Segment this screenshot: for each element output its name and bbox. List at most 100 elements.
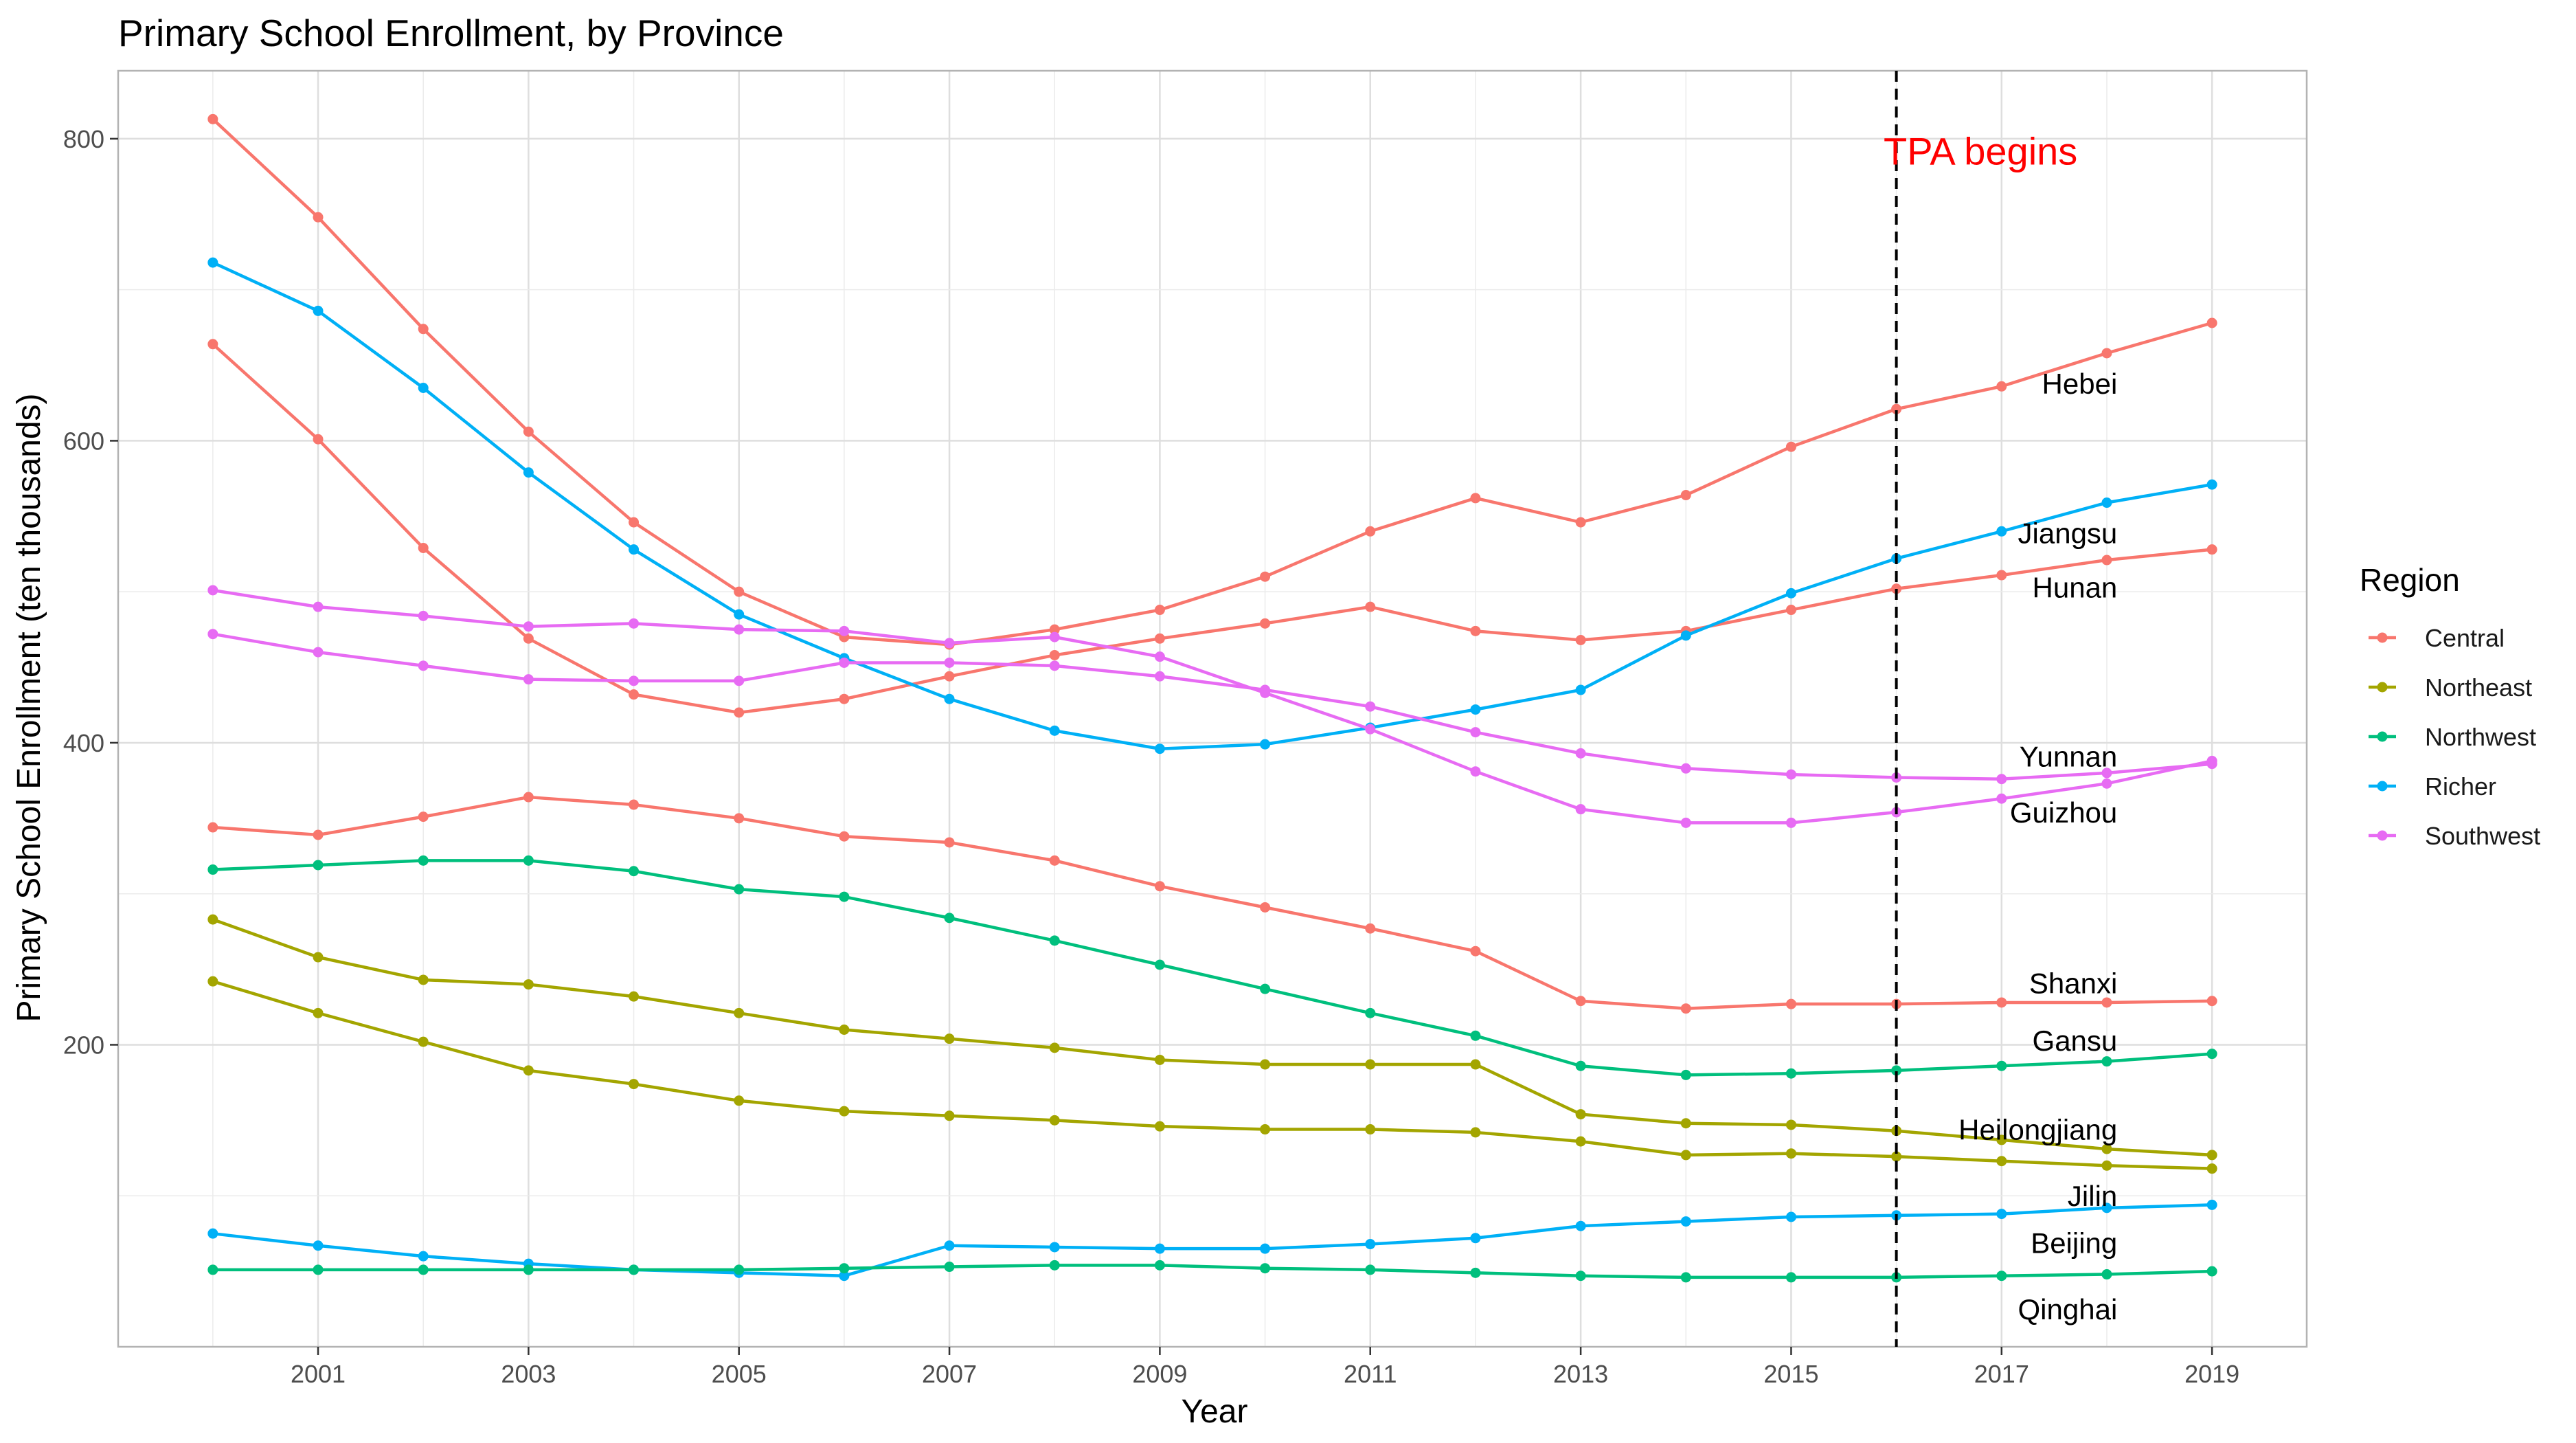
data-point [207,629,218,640]
y-tick-label: 800 [63,125,104,153]
legend-key-point [2377,731,2388,742]
data-point [2101,348,2112,359]
data-point [1785,998,1796,1009]
data-point [1049,624,1060,635]
data-point [629,1079,640,1090]
data-point [207,1264,218,1275]
data-point [1785,769,1796,780]
series-line [212,980,2213,1170]
x-tick-label: 2007 [922,1360,977,1388]
data-point [1575,1271,1586,1282]
data-point [2206,544,2217,555]
data-point [1891,583,1902,594]
data-point [1575,635,1586,646]
series-hunan [207,113,2217,650]
series-jiangsu [207,257,2217,754]
data-point [1996,1271,2007,1282]
data-point [1785,1272,1796,1283]
data-point [1785,817,1796,828]
data-point [2206,996,2217,1007]
data-point [523,467,534,478]
data-point [839,1263,850,1274]
series-line [212,118,2213,647]
series-label: Hebei [2042,368,2118,400]
data-point [1365,526,1376,537]
data-point [1260,1059,1271,1070]
data-point [418,383,429,394]
data-point [734,624,745,635]
series-labels: Hebei Jiangsu Hunan Yunnan Guizhou Shanxi Gans… [1958,368,2117,1325]
data-point [629,1264,640,1275]
data-point [418,660,429,671]
x-tick-label: 2001 [291,1360,346,1388]
x-tick-label: 2003 [501,1360,556,1388]
data-point [1470,493,1481,504]
series-line [212,588,2213,825]
data-point [1154,881,1165,892]
data-point [1049,855,1060,866]
data-point [207,976,218,987]
legend-label: Northwest [2425,723,2536,751]
legend-label: Northeast [2425,673,2532,702]
data-point [1049,660,1060,671]
series-line [212,261,2213,750]
data-point [418,812,429,823]
data-point [1049,1260,1060,1271]
data-point [1575,996,1586,1007]
data-point [944,913,955,924]
x-tick-label: 2019 [2184,1360,2239,1388]
data-point [1575,1109,1586,1120]
data-point [523,621,534,632]
data-point [207,1228,218,1239]
data-point [1470,1059,1481,1070]
legend-label: Central [2425,624,2505,652]
data-point [313,952,324,963]
data-point [313,1240,324,1251]
data-point [313,647,324,658]
data-point [1260,1124,1271,1135]
data-point [734,884,745,895]
series-beijing [207,1199,2217,1282]
series-label: Jiangsu [2018,517,2118,549]
data-point [313,829,324,840]
data-point [2206,1199,2217,1210]
series-shanxi [207,792,2217,1014]
data-point [2206,317,2217,328]
data-point [1260,1243,1271,1254]
data-point [1680,1003,1691,1014]
data-point [944,638,955,649]
data-point [839,1106,850,1117]
legend-title: Region [2360,562,2460,598]
data-point [523,979,534,990]
series-qinghai [207,1260,2217,1283]
data-point [1680,1216,1691,1227]
data-point [1049,1242,1060,1253]
data-point [1049,631,1060,642]
data-point [1680,1118,1691,1129]
data-point [1260,983,1271,994]
data-point [944,1262,955,1273]
data-point [1470,1267,1481,1278]
data-point [1891,403,1902,414]
series-jilin [207,976,2217,1174]
y-axis-title: Primary School Enrollment (ten thousands… [11,393,47,1022]
legend-label: Richer [2425,772,2496,801]
data-point [1785,441,1796,452]
data-point [1049,1042,1060,1053]
data-point [629,991,640,1002]
series-guizhou [207,629,2217,785]
data-point [313,434,324,445]
data-point [1785,1211,1796,1222]
data-point [944,837,955,848]
tpa-annotation-label: TPA begins [1884,129,2077,172]
data-point [629,618,640,629]
data-point [523,1065,534,1076]
data-point [734,609,745,620]
data-point [1996,1060,2007,1071]
data-point [1996,1209,2007,1220]
data-point [418,855,429,866]
data-point [2206,1150,2217,1161]
legend-key-point [2377,682,2388,693]
series-label: Shanxi [2029,967,2117,999]
